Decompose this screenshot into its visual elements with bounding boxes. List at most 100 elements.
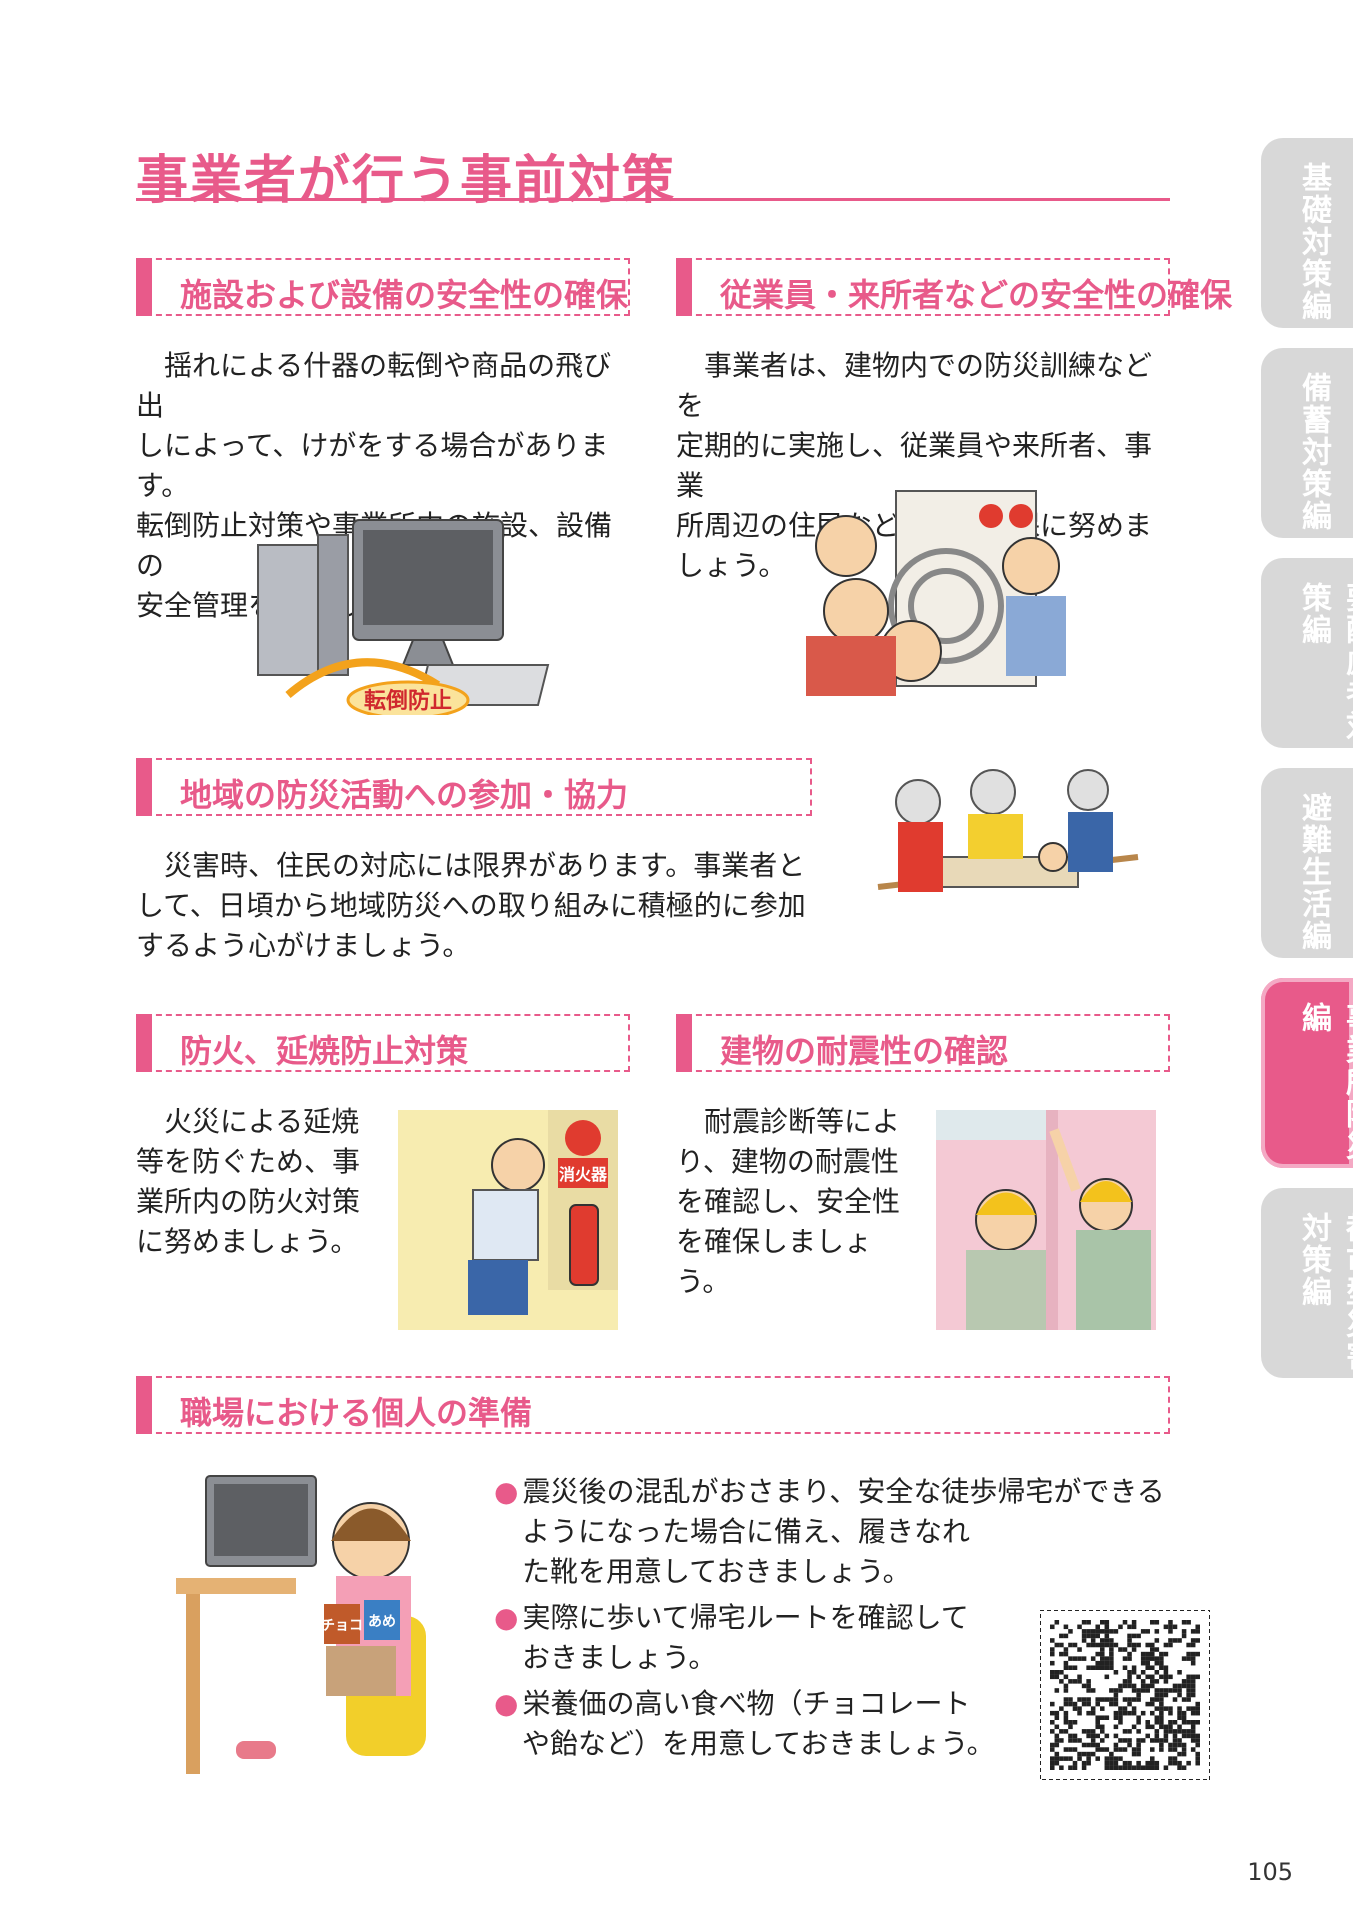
qr-module [1054,1756,1060,1761]
qr-code-icon[interactable] [1040,1610,1210,1780]
qr-module [1154,1733,1160,1739]
qr-module [1113,1747,1119,1752]
page-title: 事業者が行う事前対策 [136,151,677,211]
qr-module [1131,1697,1137,1702]
qr-module [1063,1674,1069,1680]
qr-module [1054,1733,1060,1739]
qr-module [1068,1697,1073,1702]
qr-module [1100,1651,1105,1657]
qr-module [1118,1738,1123,1743]
qr-module [1150,1674,1155,1680]
qr-module [1104,1756,1110,1761]
qr-module [1095,1660,1100,1666]
qr-module [1186,1692,1191,1698]
tab-hinan[interactable]: 避難生活編 [1261,768,1353,958]
qr-module [1190,1720,1196,1725]
qr-module [1050,1756,1055,1761]
qr-module [1113,1642,1119,1648]
qr-module [1054,1688,1060,1693]
qr-module [1168,1710,1173,1716]
qr-module [1145,1665,1150,1670]
section-title: 施設および設備の安全性の確保 [180,276,629,314]
qr-module [1095,1724,1100,1730]
qr-module [1168,1724,1173,1730]
qr-module [1145,1629,1150,1634]
qr-module [1154,1638,1160,1643]
qr-module [1050,1647,1055,1652]
qr-module [1072,1701,1078,1707]
qr-module [1159,1651,1164,1657]
qr-module [1077,1756,1082,1761]
qr-module [1059,1633,1064,1639]
qr-module [1072,1765,1078,1770]
qr-module [1181,1710,1187,1716]
qr-module [1063,1710,1069,1716]
qr-module [1168,1742,1173,1748]
qr-module [1131,1724,1137,1730]
qr-module [1131,1633,1137,1639]
tab-toshigata[interactable]: 都市型災害対策編 [1261,1188,1353,1378]
qr-module [1095,1742,1100,1748]
qr-module [1090,1642,1096,1648]
tab-label: 備蓄対策編 [1296,372,1331,532]
qr-module [1063,1683,1069,1689]
qr-module [1195,1742,1200,1748]
qr-module [1086,1688,1091,1693]
qr-module [1150,1710,1155,1716]
qr-module [1159,1701,1164,1707]
tab-kiso[interactable]: 基礎対策編 [1261,138,1353,328]
text-line: しょう。 [676,549,787,582]
qr-module [1068,1656,1073,1661]
qr-module [1159,1656,1164,1661]
qr-module [1063,1697,1069,1702]
qr-module [1154,1670,1160,1675]
text-line: して、日頃から地域防災への取り組みに積極的に参加 [136,889,806,922]
bullet-text: や飴など）を用意しておきましょう。 [522,1727,995,1760]
qr-module [1054,1710,1060,1716]
qr-module [1050,1638,1055,1643]
qr-module [1086,1665,1091,1670]
qr-module [1181,1715,1187,1720]
qr-module [1190,1679,1196,1684]
qr-module [1172,1720,1178,1725]
qr-module [1159,1692,1164,1698]
qr-module [1127,1683,1132,1689]
extinguisher-label: 消火器 [559,1165,608,1184]
qr-module [1150,1747,1155,1752]
qr-module [1127,1729,1132,1734]
qr-module [1177,1715,1182,1720]
section-title: 建物の耐震性の確認 [720,1032,1009,1070]
qr-module [1181,1733,1187,1739]
tab-youhairyo[interactable]: 要配慮者対策編 [1261,558,1353,748]
tab-bichiku[interactable]: 備蓄対策編 [1261,348,1353,538]
qr-module [1054,1724,1060,1730]
qr-module [1131,1620,1137,1625]
qr-module [1059,1738,1064,1743]
qr-module [1159,1715,1164,1720]
computer-illustration: 転倒防止 [257,519,550,715]
qr-module [1136,1751,1141,1757]
qr-module [1081,1760,1087,1766]
qr-module [1145,1642,1150,1648]
qr-module [1095,1633,1100,1639]
qr-module [1186,1729,1191,1734]
qr-module [1136,1738,1141,1743]
qr-module [1190,1692,1196,1698]
qr-module [1050,1670,1055,1675]
qr-module [1109,1751,1114,1757]
qr-module [1195,1733,1200,1739]
qr-module [1140,1688,1146,1693]
qr-module [1063,1701,1069,1707]
qr-module [1181,1729,1187,1734]
qr-module [1050,1660,1055,1666]
qr-module [1136,1688,1141,1693]
qr-module [1122,1647,1128,1652]
qr-module [1195,1760,1200,1766]
tab-jigyousho[interactable]: 事業所防災編 [1261,978,1353,1168]
qr-module [1113,1715,1119,1720]
qr-module [1095,1715,1100,1720]
qr-module [1086,1629,1091,1634]
text-line: 火災による延焼 [136,1105,360,1138]
qr-module [1050,1710,1055,1716]
section-title: 防火、延焼防止対策 [180,1032,469,1070]
